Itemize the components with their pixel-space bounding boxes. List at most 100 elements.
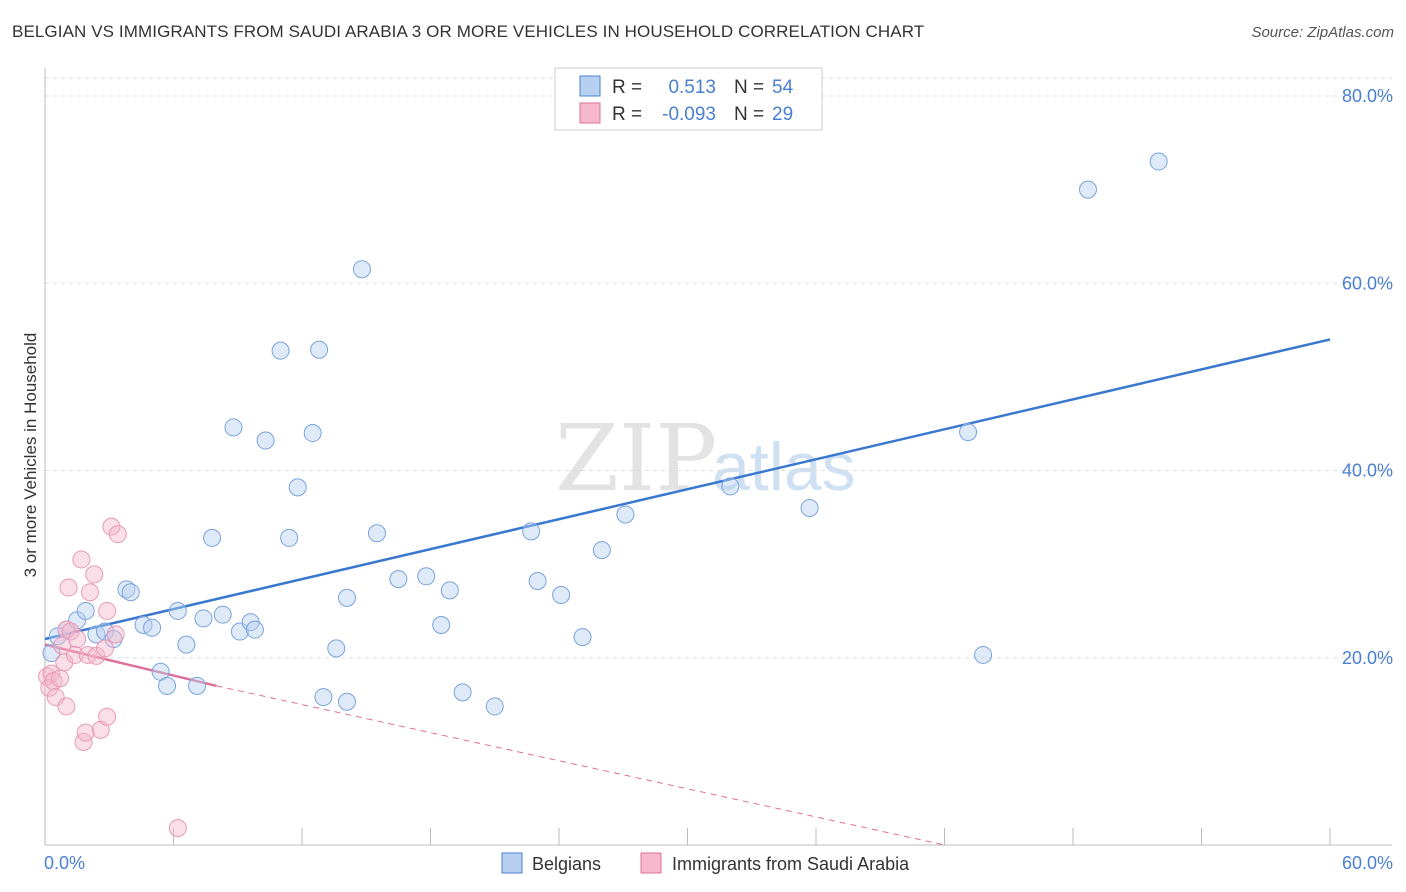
belgians-point xyxy=(288,478,307,497)
saudi-point xyxy=(72,550,91,569)
belgians-point xyxy=(337,692,356,711)
y-tick-label: 60.0% xyxy=(1342,273,1393,293)
saudi-point xyxy=(95,639,114,658)
x-tick-labels: 0.0% 60.0% xyxy=(44,853,1393,873)
saudi-point xyxy=(102,517,121,536)
y-axis-label: 3 or more Vehicles in Household xyxy=(21,333,40,578)
saudi-point xyxy=(76,723,95,742)
saudi-point xyxy=(57,697,76,716)
belgians-point xyxy=(367,524,386,543)
belgians-point xyxy=(314,688,333,707)
saudi-point xyxy=(59,578,78,597)
grid-lines xyxy=(45,77,1392,659)
belgians-point xyxy=(256,431,275,450)
saudi-point xyxy=(61,622,80,641)
saudi-point xyxy=(80,583,99,602)
chart-title: BELGIAN VS IMMIGRANTS FROM SAUDI ARABIA … xyxy=(12,22,925,41)
belgians-point xyxy=(352,260,371,279)
saudi-point xyxy=(108,525,127,544)
belgians-point xyxy=(143,618,162,637)
belgians-point xyxy=(121,583,140,602)
belgians-point xyxy=(337,588,356,607)
legend-n-value-1: 54 xyxy=(772,77,794,98)
legend-n-label-1: N = xyxy=(734,77,764,98)
belgians-point xyxy=(188,676,207,695)
belgians-point xyxy=(327,639,346,658)
legend-r-value-2: -0.093 xyxy=(662,104,716,125)
belgians-point xyxy=(245,620,264,639)
legend-r-label-2: R = xyxy=(612,104,642,125)
belgians-point xyxy=(453,683,472,702)
series-swatch-saudi xyxy=(640,852,662,874)
belgians-point xyxy=(224,418,243,437)
belgians-point xyxy=(194,609,213,628)
belgians-point xyxy=(528,571,547,590)
saudi-point xyxy=(106,625,125,644)
belgians-point xyxy=(158,676,177,695)
belgians-point xyxy=(432,615,451,634)
y-tick-labels: 20.0% 40.0% 60.0% 80.0% xyxy=(1342,86,1393,668)
belgians-point xyxy=(1078,180,1097,199)
belgians-point xyxy=(389,570,408,589)
trend-line xyxy=(44,338,1331,641)
saudi-point xyxy=(55,653,74,672)
saudi-point xyxy=(168,819,187,838)
legend-r-value-1: 0.513 xyxy=(668,77,716,98)
data-points xyxy=(38,152,1168,838)
belgians-point xyxy=(310,340,329,359)
legend-n-label-2: N = xyxy=(734,104,764,125)
belgians-point xyxy=(974,645,993,664)
belgians-point xyxy=(213,605,232,624)
watermark: ZIP atlas xyxy=(555,405,856,512)
belgians-point xyxy=(177,635,196,654)
belgians-point xyxy=(417,567,436,586)
saudi-point xyxy=(85,565,104,584)
watermark-zip: ZIP xyxy=(555,405,717,512)
legend-n-value-2: 29 xyxy=(772,104,793,125)
y-tick-label: 80.0% xyxy=(1342,86,1393,106)
saudi-point xyxy=(98,707,117,726)
x-tick-label: 60.0% xyxy=(1342,853,1393,873)
y-tick-label: 20.0% xyxy=(1342,648,1393,668)
axes xyxy=(44,68,1392,846)
belgians-point xyxy=(592,541,611,560)
source-label: Source: ZipAtlas.com xyxy=(1251,24,1394,41)
belgians-point xyxy=(1149,152,1168,171)
saudi-point xyxy=(42,664,61,683)
belgians-point xyxy=(959,423,978,442)
belgians-point xyxy=(440,581,459,600)
belgians-point xyxy=(203,528,222,547)
y-tick-label: 40.0% xyxy=(1342,461,1393,481)
trend-lines xyxy=(44,338,1331,846)
belgians-point xyxy=(303,424,322,443)
belgians-point xyxy=(522,522,541,541)
belgians-point xyxy=(76,601,95,620)
series-swatch-belgians xyxy=(501,852,523,874)
trend-line xyxy=(44,643,217,688)
x-tick-label: 0.0% xyxy=(44,853,85,873)
belgians-point xyxy=(485,697,504,716)
series-legend: Belgians Immigrants from Saudi Arabia xyxy=(501,852,910,874)
saudi-point xyxy=(50,669,69,688)
series-label-saudi: Immigrants from Saudi Arabia xyxy=(672,854,910,874)
belgians-point xyxy=(271,341,290,360)
legend-r-label-1: R = xyxy=(612,77,642,98)
belgians-point xyxy=(800,498,819,517)
saudi-point xyxy=(98,601,117,620)
belgians-point xyxy=(168,601,187,620)
series-label-belgians: Belgians xyxy=(532,854,601,874)
belgians-point xyxy=(573,628,592,647)
saudi-point xyxy=(65,645,84,664)
belgians-point xyxy=(280,528,299,547)
belgians-point xyxy=(552,586,571,605)
belgians-point xyxy=(721,477,740,496)
correlation-legend: R = 0.513 N = 54 R = -0.093 N = 29 xyxy=(554,67,823,131)
saudi-point xyxy=(91,720,110,739)
trend-line xyxy=(216,685,945,846)
belgians-point xyxy=(42,644,61,663)
legend-swatch-belgians xyxy=(579,75,601,97)
belgians-point xyxy=(616,505,635,524)
legend-swatch-saudi xyxy=(579,102,601,124)
saudi-point xyxy=(68,630,87,649)
